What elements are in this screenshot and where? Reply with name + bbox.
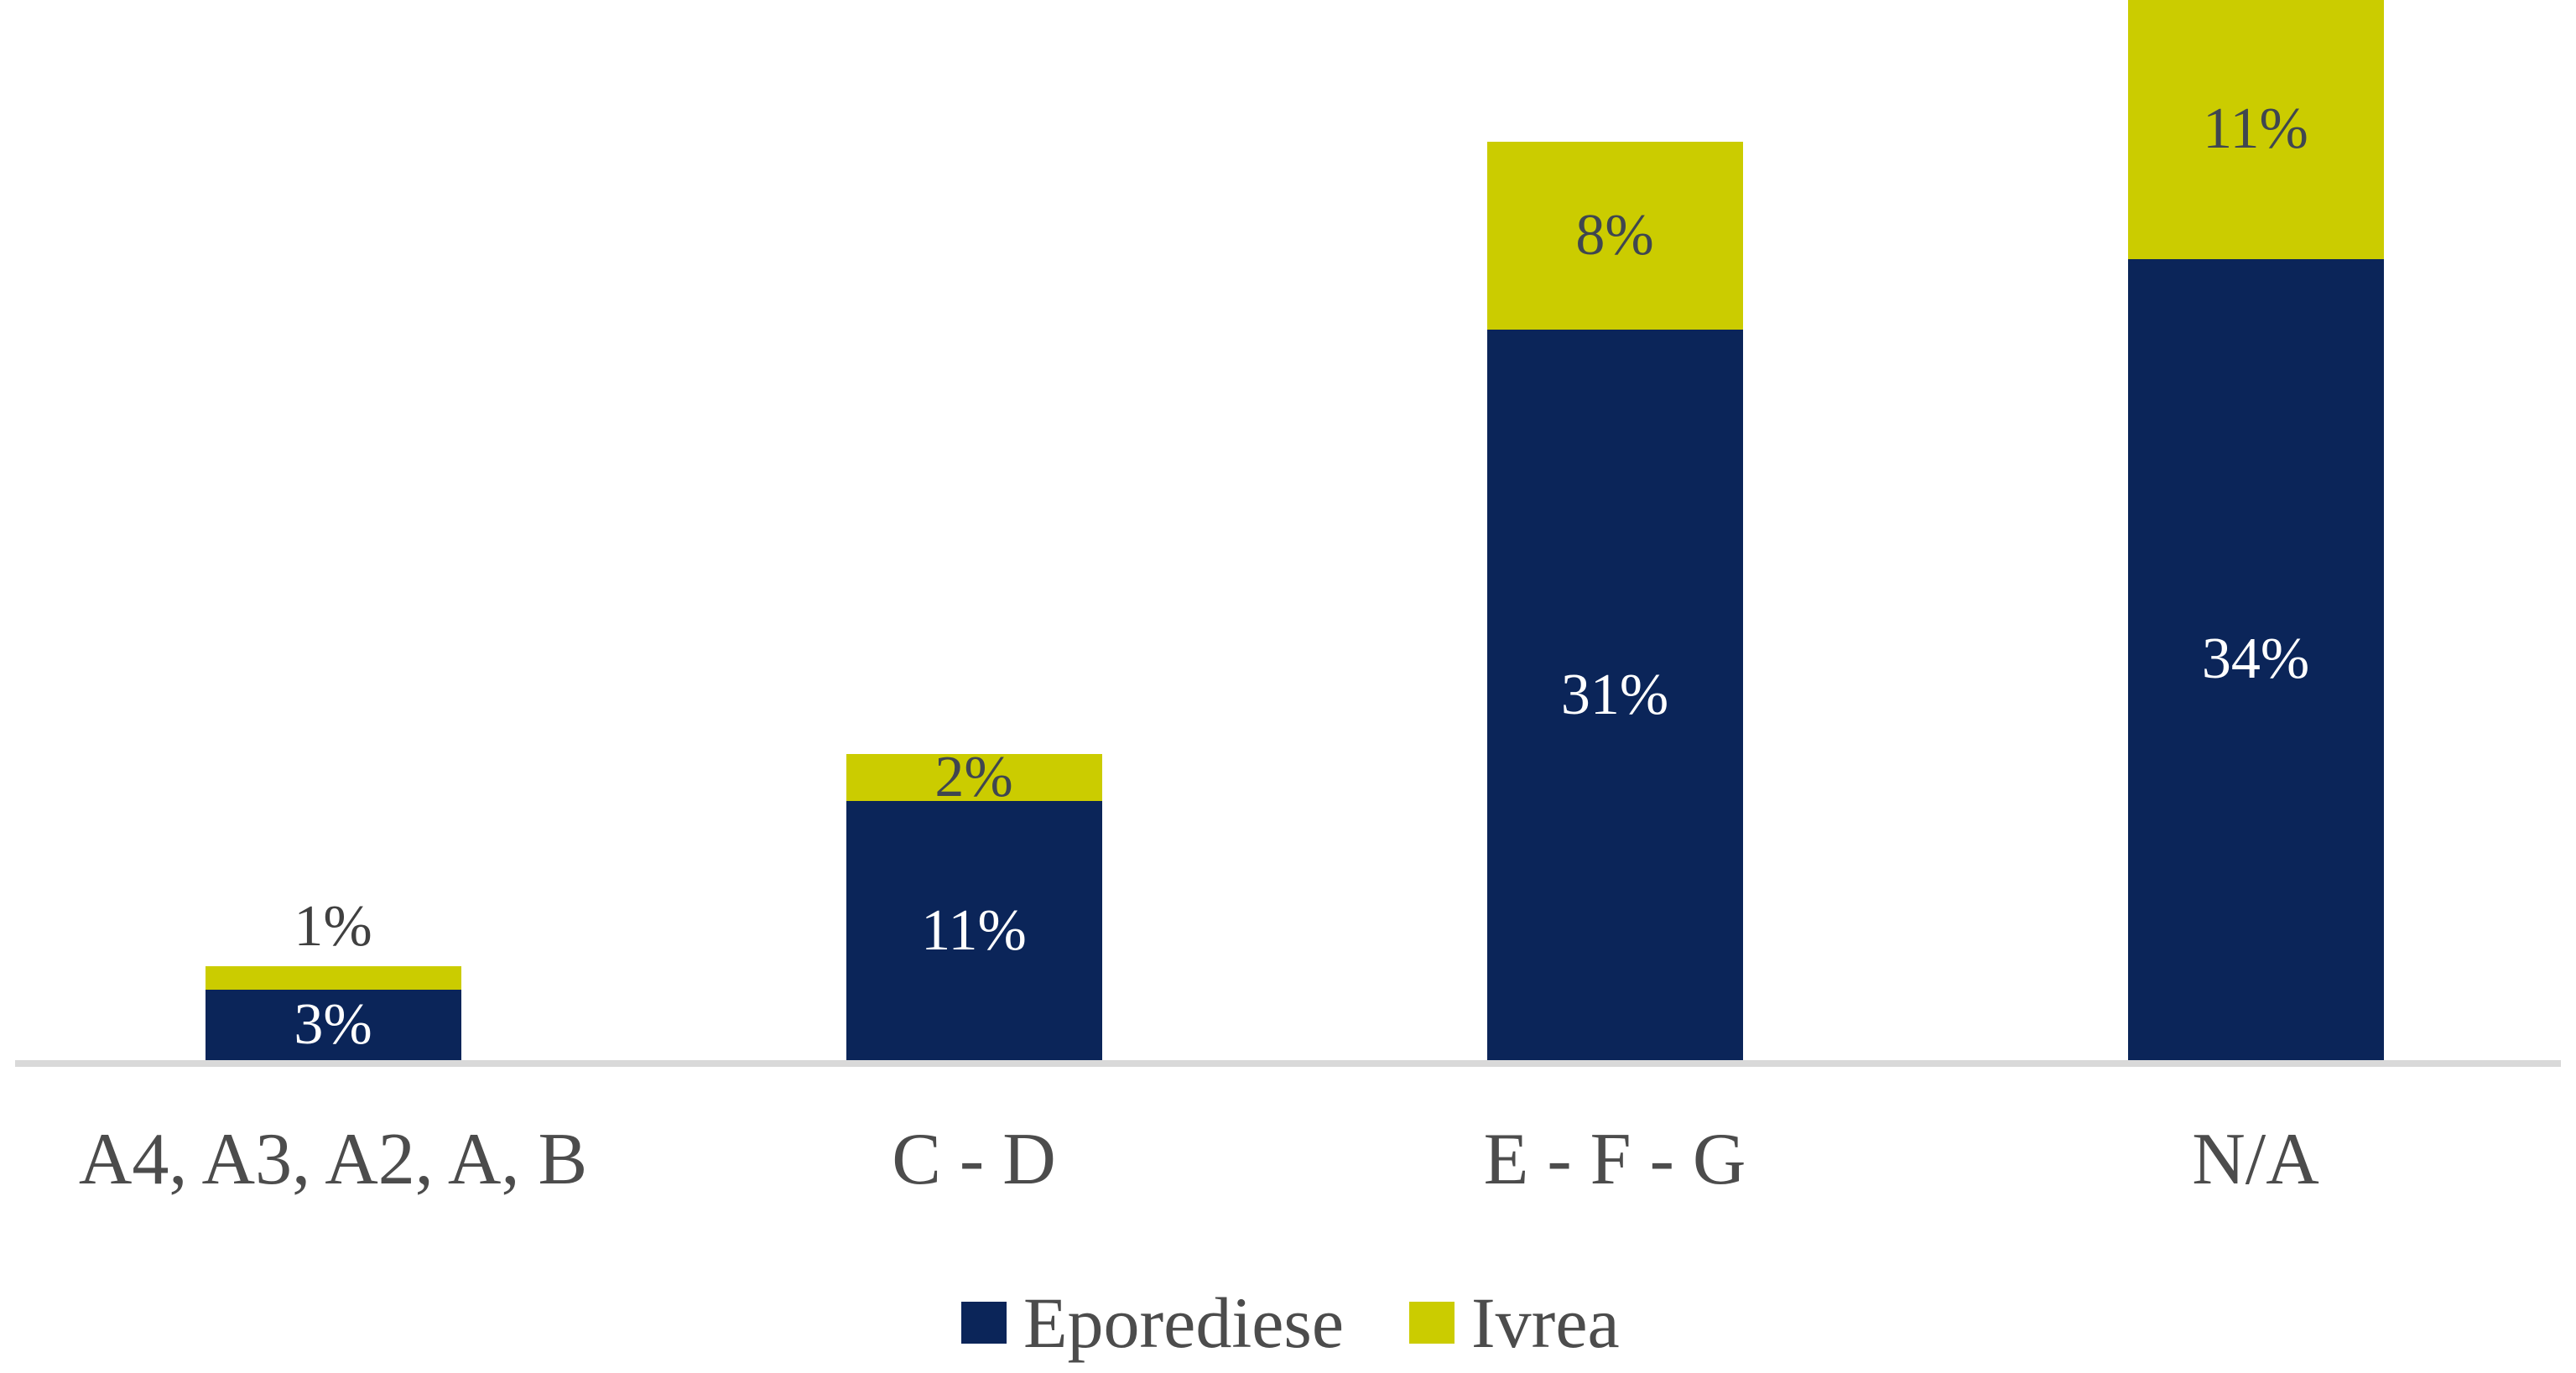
bar-segment-ivrea-2: [1486, 141, 1743, 330]
x-axis-line: [15, 1060, 2561, 1067]
legend-label-eporediese: Eporediese: [1023, 1282, 1345, 1363]
legend-label-ivrea: Ivrea: [1471, 1282, 1620, 1363]
bar-segment-eporediese-3: [2127, 258, 2384, 1060]
value-label-eporediese-2: 31%: [1560, 662, 1669, 727]
legend-item-ivrea: Ivrea: [1409, 1287, 1620, 1359]
value-label-eporediese-3: 34%: [2201, 627, 2310, 692]
value-label-ivrea-2: 8%: [1575, 202, 1654, 268]
value-label-eporediese-1: 11%: [921, 897, 1027, 963]
category-label-0: A4, A3, A2, A, B: [78, 1119, 588, 1200]
bar-segment-ivrea-1: [846, 753, 1102, 802]
bar-segment-eporediese-0: [205, 989, 461, 1060]
value-label-ivrea-1: 2%: [934, 744, 1013, 809]
legend-item-eporediese: Eporediese: [961, 1287, 1344, 1359]
value-label-ivrea-3: 11%: [2203, 96, 2308, 162]
legend-swatch-eporediese-icon: [961, 1302, 1007, 1344]
value-label-eporediese-0: 3%: [294, 991, 372, 1057]
bar-segment-eporediese-1: [846, 801, 1102, 1060]
bar-segment-ivrea-0: [205, 965, 461, 990]
bar-segment-eporediese-2: [1486, 330, 1743, 1060]
legend-swatch-ivrea-icon: [1409, 1302, 1455, 1344]
bar-segment-ivrea-3: [2127, 0, 2384, 259]
legend: Eporediese Ivrea: [961, 1268, 1620, 1373]
category-label-1: C - D: [892, 1119, 1056, 1200]
category-label-3: N/A: [2192, 1119, 2319, 1200]
category-label-2: E - F - G: [1483, 1119, 1746, 1200]
value-label-ivrea-0: 1%: [294, 893, 372, 959]
